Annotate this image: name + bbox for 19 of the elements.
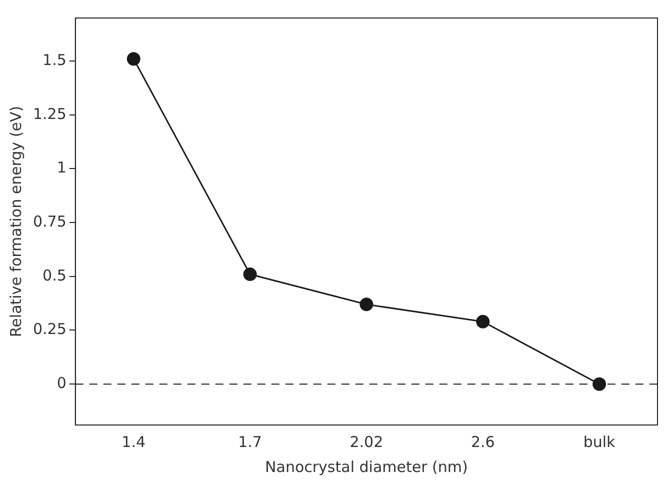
point <box>592 377 606 391</box>
y-tick-label: 0 <box>56 374 66 392</box>
y-tick-label: 0.25 <box>32 320 66 338</box>
y-tick-label: 1 <box>56 158 66 177</box>
x-tick-label: 2.6 <box>470 432 495 451</box>
x-tick-label: 1.7 <box>238 432 262 451</box>
point <box>360 298 374 312</box>
y-tick-label: 1.25 <box>32 104 66 123</box>
point <box>126 52 140 66</box>
x-tick-label: 2.02 <box>350 432 384 451</box>
y-tick-label: 0.5 <box>42 266 66 284</box>
x-axis-title: Nanocrystal diameter (nm) <box>265 458 468 476</box>
x-tick-label: 1.4 <box>122 432 146 451</box>
point <box>476 314 490 328</box>
point <box>243 268 257 282</box>
y-axis-title: Relative formation energy (eV) <box>6 106 25 338</box>
y-tick-label: 0.75 <box>32 212 66 230</box>
x-tick-label: bulk <box>583 432 616 451</box>
y-tick-label: 1.5 <box>42 50 66 69</box>
